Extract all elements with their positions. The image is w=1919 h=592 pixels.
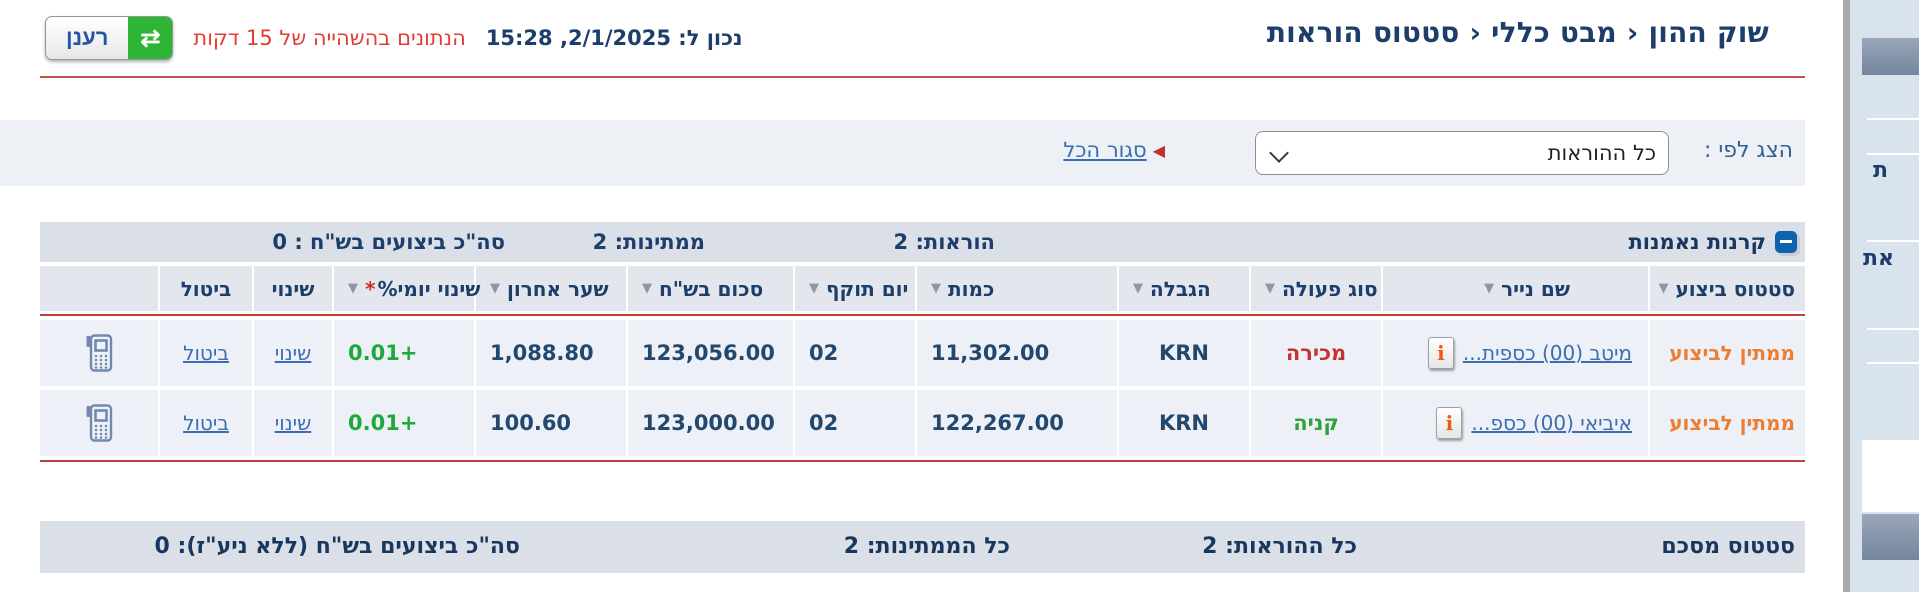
column-header-daily-change[interactable]: שינוי יומי% * ▼ [334, 266, 480, 311]
order-row: ממתין לביצוע מיטב (00) כספית... i מכירה … [40, 320, 1805, 386]
sidebar-separator [1867, 118, 1919, 120]
limit-value: KRN [1119, 390, 1249, 456]
close-all-label: סגור הכל [1063, 138, 1147, 162]
required-asterisk: * [365, 276, 376, 301]
sort-icon[interactable]: ▼ [490, 281, 500, 296]
sort-icon[interactable]: ▼ [809, 281, 819, 296]
sort-icon[interactable]: ▼ [348, 281, 358, 296]
order-row: ממתין לביצוע איביאי (00) כספ... i קניה K… [40, 390, 1805, 456]
column-header-action-type[interactable]: סוג פעולה ▼ [1251, 266, 1381, 311]
info-icon[interactable]: i [1427, 337, 1454, 369]
sidebar-separator [1867, 362, 1919, 364]
limit-value: KRN [1119, 320, 1249, 386]
column-header-exec-status[interactable]: סטטוס ביצוע ▼ [1650, 266, 1805, 311]
sidebar-separator [1867, 240, 1919, 242]
sidebar-white-panel [1862, 440, 1919, 512]
sidebar-menu-item-partial[interactable]: ת [1872, 158, 1888, 183]
column-header-calc-empty [40, 266, 158, 311]
calculator-glyph [86, 404, 113, 442]
orders-table: סטטוס ביצוע ▼ שם נייר ▼ סוג פעולה ▼ הגבלה ▼ … [40, 266, 1805, 462]
summary-title: סטטוס מסכם [1661, 534, 1795, 559]
calculator-glyph [86, 334, 113, 372]
action-type-value: מכירה [1285, 341, 1347, 365]
summary-all-pending: כל הממתינות: 2 [843, 534, 1010, 559]
breadcrumb: שוק ההון ‹ מבט כללי ‹ סטטוס הוראות [1266, 16, 1769, 49]
column-header-change: שינוי [254, 266, 332, 311]
daily-change-value: +0.01 [348, 341, 418, 365]
calculator-icon[interactable] [85, 404, 113, 442]
calculator-icon[interactable] [85, 334, 113, 372]
column-header-last-rate[interactable]: שער אחרון ▼ [476, 266, 626, 311]
daily-change-value: +0.01 [348, 411, 418, 435]
last-rate-value: 100.60 [476, 390, 626, 456]
sort-icon[interactable]: ▼ [1484, 281, 1495, 296]
last-rate-value: 1,088.80 [476, 320, 626, 386]
sidebar-divider [1843, 0, 1850, 592]
filter-bar: הצג לפי : כל ההוראות ◀ סגור הכל [0, 120, 1805, 186]
column-header-cancel: ביטול [160, 266, 252, 311]
summary-total-executions: סה"כ ביצועים בש"ח (ללא ניע"ז): 0 [154, 534, 520, 559]
status-badge: ממתין לביצוע [1669, 411, 1795, 435]
chevron-down-icon [1269, 143, 1289, 163]
refresh-button[interactable]: ⇄ רענן [45, 16, 174, 60]
section-title: קרנות נאמנות [1628, 230, 1766, 254]
info-icon[interactable]: i [1436, 407, 1463, 439]
column-header-validity-day[interactable]: יום תוקף ▼ [795, 266, 915, 311]
table-rule-bottom [40, 460, 1805, 462]
top-controls: נכון ל: 2/1/2025, 15:28 הנתונים בהשהייה … [45, 16, 743, 60]
validity-day-value: 02 [795, 320, 915, 386]
sort-icon[interactable]: ▼ [931, 281, 941, 296]
change-order-link[interactable]: שינוי [274, 341, 312, 365]
amount-ils-value: 123,056.00 [628, 320, 793, 386]
summary-status-bar: סטטוס מסכם כל ההוראות: 2 כל הממתינות: 2 … [40, 521, 1805, 573]
cancel-order-link[interactable]: ביטול [183, 411, 229, 435]
section-title-wrap: קרנות נאמנות [1628, 222, 1797, 262]
status-badge: ממתין לביצוע [1669, 341, 1795, 365]
column-header-quantity[interactable]: כמות ▼ [917, 266, 1117, 311]
right-sidebar-sliver: ת את [1843, 0, 1919, 592]
sidebar-separator [1867, 153, 1919, 155]
action-type-value: קניה [1293, 411, 1339, 435]
cancel-order-link[interactable]: ביטול [183, 341, 229, 365]
main-content: שוק ההון ‹ מבט כללי ‹ סטטוס הוראות נכון … [0, 0, 1805, 573]
refresh-button-label: רענן [66, 25, 109, 50]
column-header-amount-ils[interactable]: סכום בש"ח ▼ [628, 266, 793, 311]
summary-all-orders: כל ההוראות: 2 [1202, 534, 1357, 559]
change-order-link[interactable]: שינוי [274, 411, 312, 435]
sort-icon[interactable]: ▼ [1265, 281, 1275, 296]
table-rule-top [40, 314, 1805, 316]
amount-ils-value: 123,000.00 [628, 390, 793, 456]
orders-table-header: סטטוס ביצוע ▼ שם נייר ▼ סוג פעולה ▼ הגבלה ▼ … [40, 266, 1805, 311]
security-name-link[interactable]: איביאי (00) כספ... [1471, 411, 1632, 435]
sidebar-separator [1867, 328, 1919, 330]
section-orders-count: הוראות: 2 [893, 230, 995, 254]
quantity-value: 122,267.00 [917, 390, 1117, 456]
refresh-icon: ⇄ [128, 17, 173, 59]
header-divider-line [40, 76, 1805, 78]
validity-day-value: 02 [795, 390, 915, 456]
column-header-limit[interactable]: הגבלה ▼ [1119, 266, 1249, 311]
section-pending-count: ממתינות: 2 [592, 230, 705, 254]
sidebar-top-button[interactable] [1862, 38, 1919, 75]
as-of-timestamp: נכון ל: 2/1/2025, 15:28 [485, 26, 743, 50]
sidebar-menu-item-partial[interactable]: את [1862, 246, 1894, 271]
orders-filter-select[interactable]: כל ההוראות [1255, 131, 1669, 175]
sort-icon[interactable]: ▼ [1133, 281, 1143, 296]
security-name-link[interactable]: מיטב (00) כספית... [1462, 341, 1632, 365]
close-all-arrow-icon: ◀ [1152, 140, 1165, 160]
sort-icon[interactable]: ▼ [1658, 281, 1669, 296]
sidebar-bottom-button[interactable] [1862, 514, 1919, 560]
data-delay-notice: הנתונים בהשהייה של 15 דקות [193, 26, 466, 50]
column-header-security-name[interactable]: שם נייר ▼ [1383, 266, 1648, 311]
show-by-label: הצג לפי : [1703, 138, 1793, 163]
mutual-funds-section-bar: קרנות נאמנות הוראות: 2 ממתינות: 2 סה"כ ב… [40, 222, 1805, 262]
collapse-section-icon[interactable] [1775, 231, 1797, 253]
section-total-executions: סה"כ ביצועים בש"ח : 0 [272, 230, 505, 254]
sort-icon[interactable]: ▼ [642, 281, 652, 296]
selected-filter-value: כל ההוראות [1547, 141, 1656, 165]
quantity-value: 11,302.00 [917, 320, 1117, 386]
close-all-link[interactable]: ◀ סגור הכל [1063, 138, 1165, 162]
top-bar: שוק ההון ‹ מבט כללי ‹ סטטוס הוראות נכון … [40, 0, 1805, 78]
